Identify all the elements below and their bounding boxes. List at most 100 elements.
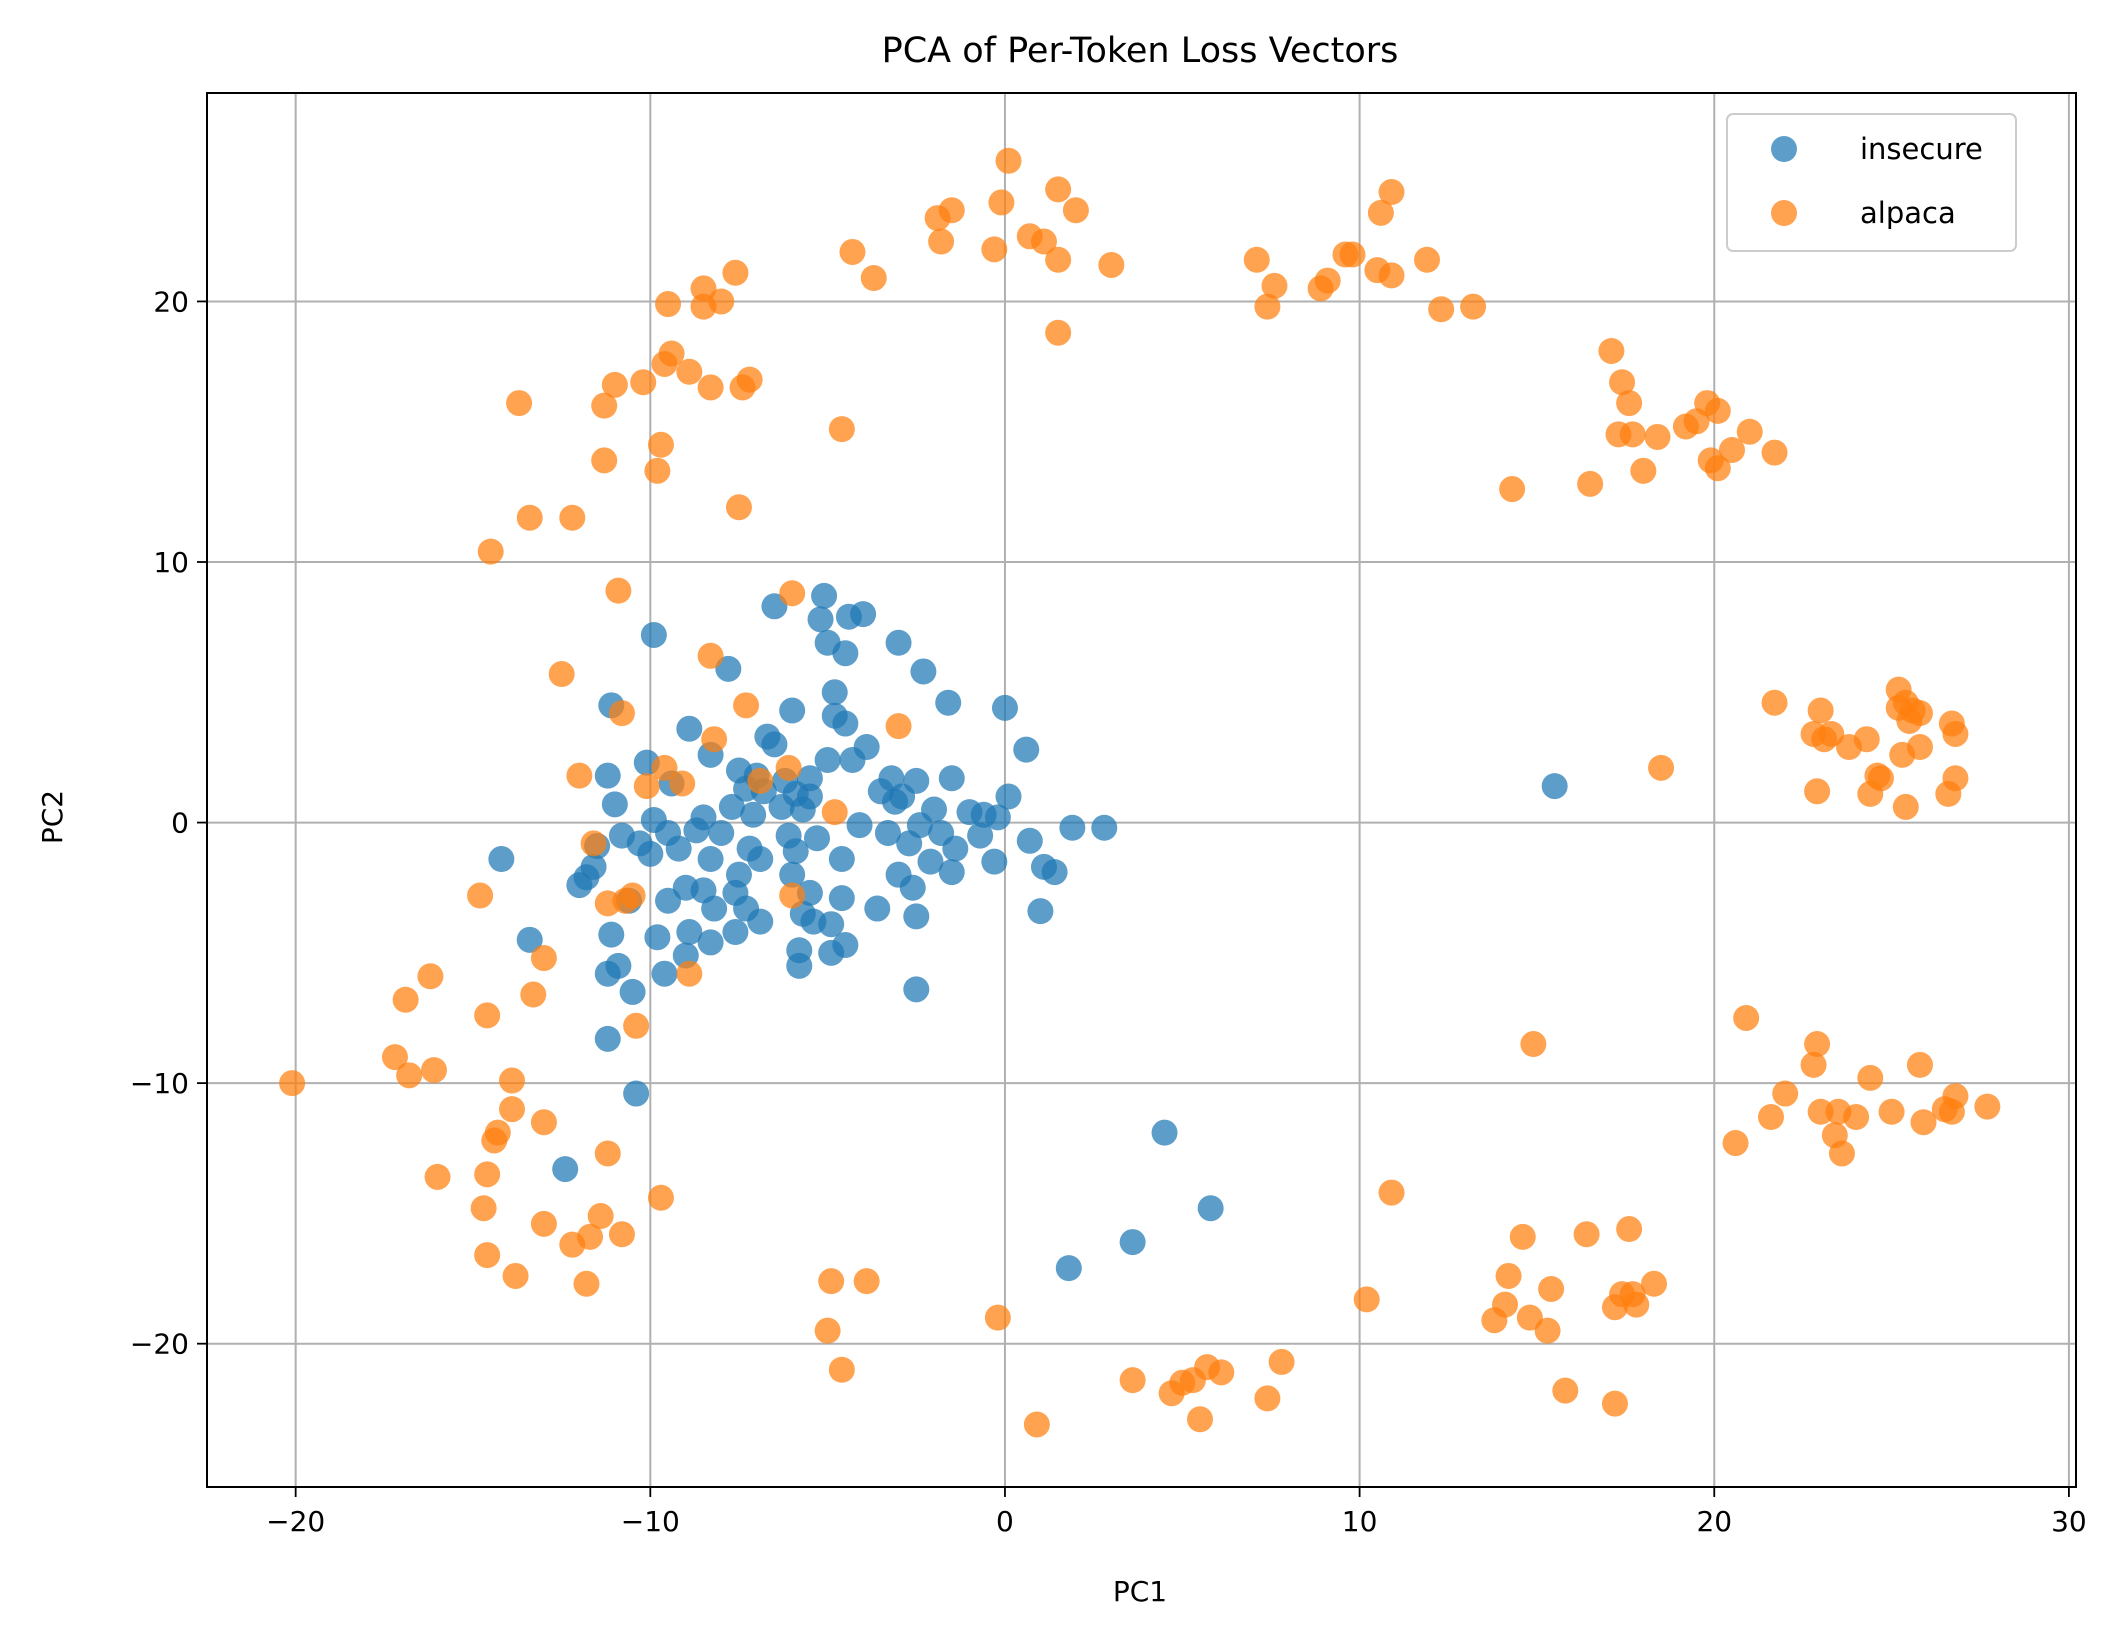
data-point-alpaca <box>701 726 728 753</box>
data-point-alpaca <box>1896 707 1923 734</box>
data-point-alpaca <box>1616 390 1643 417</box>
data-point-insecure <box>874 819 901 846</box>
data-point-alpaca <box>697 374 724 401</box>
data-point-alpaca <box>530 1109 557 1136</box>
data-point-alpaca <box>690 293 717 320</box>
data-point-alpaca <box>587 1203 614 1230</box>
data-point-insecure <box>803 825 830 852</box>
data-point-alpaca <box>1644 423 1671 450</box>
chart-title: PCA of Per-Token Loss Vectors <box>882 31 1399 71</box>
data-point-alpaca <box>1045 176 1072 203</box>
data-point-insecure <box>896 830 923 857</box>
data-point-alpaca <box>1460 293 1487 320</box>
data-point-alpaca <box>988 189 1015 216</box>
legend-marker-alpaca <box>1771 200 1797 226</box>
data-point-insecure <box>899 874 926 901</box>
data-point-alpaca <box>506 390 533 417</box>
data-point-alpaca <box>1878 1098 1905 1125</box>
data-point-alpaca <box>853 1268 880 1295</box>
data-point-alpaca <box>1758 1104 1785 1131</box>
y-axis-label: PC2 <box>36 790 69 844</box>
data-point-alpaca <box>1722 1130 1749 1157</box>
data-point-alpaca <box>828 416 855 443</box>
data-point-insecure <box>938 765 965 792</box>
data-point-alpaca <box>1413 246 1440 273</box>
data-point-alpaca <box>1208 1359 1235 1386</box>
data-point-alpaca <box>1619 421 1646 448</box>
data-point-alpaca <box>725 494 752 521</box>
data-point-alpaca <box>1804 778 1831 805</box>
data-point-insecure <box>903 976 930 1003</box>
data-point-alpaca <box>1623 1291 1650 1318</box>
data-point-alpaca <box>381 1044 408 1071</box>
data-point-insecure <box>623 1080 650 1107</box>
data-point-insecure <box>644 924 671 951</box>
data-point-alpaca <box>775 754 802 781</box>
data-point-alpaca <box>651 350 678 377</box>
data-point-alpaca <box>1609 369 1636 396</box>
data-point-alpaca <box>839 238 866 265</box>
data-point-alpaca <box>1718 436 1745 463</box>
data-point-alpaca <box>498 1096 525 1123</box>
data-point-insecure <box>938 859 965 886</box>
data-point-alpaca <box>530 1210 557 1237</box>
data-point-insecure <box>1027 898 1054 925</box>
data-point-alpaca <box>655 291 682 318</box>
data-point-insecure <box>850 601 877 628</box>
data-point-alpaca <box>818 1268 845 1295</box>
data-point-insecure <box>789 796 816 823</box>
data-point-alpaca <box>928 228 955 255</box>
data-point-alpaca <box>566 762 593 789</box>
x-tick-label: 30 <box>2051 1505 2087 1538</box>
data-point-insecure <box>1541 773 1568 800</box>
data-point-alpaca <box>1974 1093 2001 1120</box>
data-point-alpaca <box>1935 780 1962 807</box>
data-point-insecure <box>991 694 1018 721</box>
data-point-alpaca <box>647 1184 674 1211</box>
data-point-insecure <box>722 919 749 946</box>
data-point-alpaca <box>530 945 557 972</box>
data-point-alpaca <box>1672 413 1699 440</box>
data-point-alpaca <box>470 1195 497 1222</box>
data-point-insecure <box>917 848 944 875</box>
data-point-insecure <box>1091 814 1118 841</box>
data-point-alpaca <box>676 960 703 987</box>
data-point-insecure <box>601 791 628 818</box>
data-point-alpaca <box>1268 1348 1295 1375</box>
data-point-insecure <box>697 929 724 956</box>
data-point-insecure <box>1197 1195 1224 1222</box>
data-point-insecure <box>1013 736 1040 763</box>
legend-label-insecure: insecure <box>1860 132 1983 166</box>
data-point-alpaca <box>828 1356 855 1383</box>
series-alpaca <box>279 147 2001 1438</box>
data-point-alpaca <box>498 1067 525 1094</box>
data-point-alpaca <box>729 374 756 401</box>
y-tick-label: 20 <box>153 285 189 318</box>
data-point-alpaca <box>1378 262 1405 289</box>
data-point-insecure <box>935 689 962 716</box>
data-point-alpaca <box>1254 1385 1281 1412</box>
data-point-alpaca <box>747 767 774 794</box>
data-point-alpaca <box>1598 337 1625 364</box>
data-point-alpaca <box>559 504 586 531</box>
data-point-insecure <box>967 822 994 849</box>
data-point-insecure <box>942 835 969 862</box>
data-point-insecure <box>903 903 930 930</box>
data-point-insecure <box>846 812 873 839</box>
data-point-alpaca <box>623 1012 650 1039</box>
data-point-alpaca <box>1119 1367 1146 1394</box>
data-point-alpaca <box>474 1161 501 1188</box>
data-point-alpaca <box>392 986 419 1013</box>
data-point-insecure <box>768 793 795 820</box>
y-tick-label: 0 <box>171 807 189 840</box>
data-point-alpaca <box>1509 1223 1536 1250</box>
data-point-insecure <box>697 846 724 873</box>
data-point-insecure <box>910 658 937 685</box>
data-point-alpaca <box>1520 1031 1547 1058</box>
data-point-alpaca <box>1616 1216 1643 1243</box>
data-point-alpaca <box>1045 319 1072 346</box>
data-point-insecure <box>984 804 1011 831</box>
data-point-insecure <box>818 911 845 938</box>
